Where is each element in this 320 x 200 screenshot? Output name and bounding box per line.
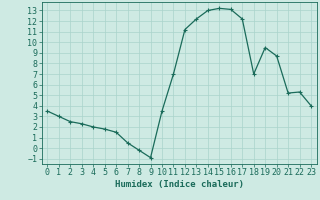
X-axis label: Humidex (Indice chaleur): Humidex (Indice chaleur): [115, 180, 244, 189]
